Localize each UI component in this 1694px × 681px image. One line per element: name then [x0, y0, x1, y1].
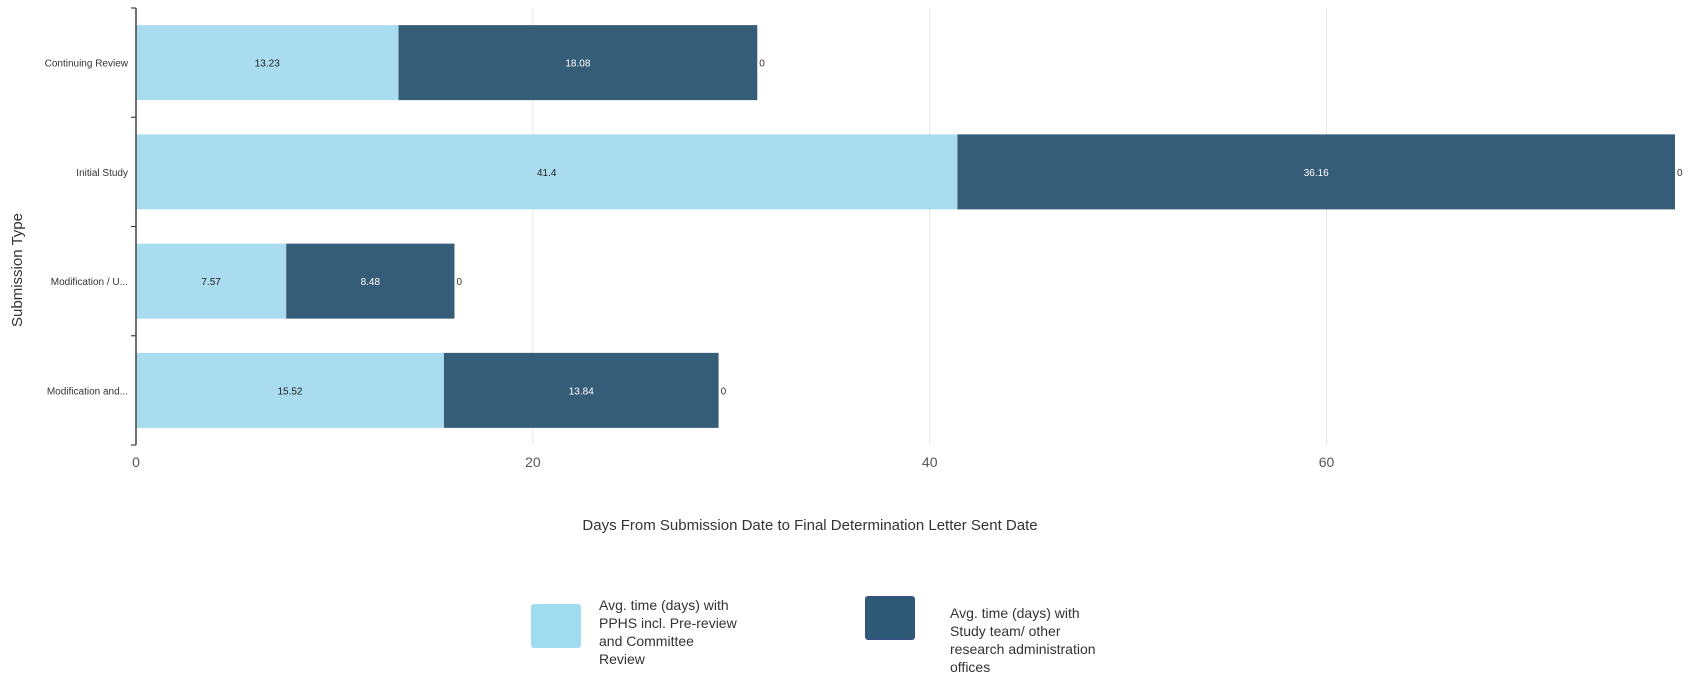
legend-label-pphs-line: Review [599, 651, 645, 667]
bar-segment[interactable] [136, 134, 958, 210]
x-tick-label: 60 [1319, 454, 1335, 470]
data-label: 7.57 [201, 277, 221, 288]
bar-segment[interactable] [136, 25, 399, 101]
data-label: 15.52 [277, 386, 302, 397]
bar-segment[interactable] [957, 134, 1675, 210]
legend-swatch-study-team [865, 596, 915, 640]
data-label: 41.4 [537, 168, 557, 179]
end-label: 0 [1677, 168, 1683, 179]
legend-swatch-pphs [531, 604, 581, 648]
y-axis-title: Submission Type [9, 213, 26, 327]
bar-segment[interactable] [443, 352, 719, 428]
data-label: 13.23 [255, 59, 280, 70]
bar-segment[interactable] [136, 243, 287, 319]
y-category-label: Modification / U... [51, 277, 128, 288]
legend-label-study-team: Avg. time (days) with Study team/ other … [950, 604, 1150, 676]
bar-segment[interactable] [398, 25, 758, 101]
legend-label-pphs: Avg. time (days) with PPHS incl. Pre-rev… [599, 596, 769, 668]
legend-label-study-team-line: research administration [950, 641, 1096, 657]
bars-group: 13.23 18.08 0 41.4 36.16 0 7.57 8.48 0 15.52 13.84… [136, 25, 1683, 428]
x-axis-title: Days From Submission Date to Final Deter… [582, 517, 1037, 534]
x-tick-label: 40 [922, 454, 938, 470]
axes-group: 0 20 40 60 Continuing Review Initial Study Mod… [45, 7, 1335, 470]
data-label: 18.08 [565, 59, 590, 70]
end-label: 0 [721, 386, 727, 397]
data-label: 36.16 [1304, 168, 1329, 179]
legend-label-pphs-line: PPHS incl. Pre-review [599, 615, 737, 631]
bar-segment[interactable] [286, 243, 455, 319]
legend: Avg. time (days) with PPHS incl. Pre-rev… [530, 594, 1150, 676]
y-category-label: Continuing Review [45, 59, 129, 70]
legend-label-study-team-line: Avg. time (days) with [950, 605, 1080, 621]
bar-segment[interactable] [136, 352, 444, 428]
x-tick-label: 20 [525, 454, 541, 470]
y-category-label: Initial Study [76, 168, 128, 179]
end-label: 0 [456, 277, 462, 288]
y-category-label: Modification and... [47, 386, 128, 397]
legend-label-pphs-line: Avg. time (days) with [599, 597, 729, 613]
legend-label-pphs-line: and Committee [599, 633, 694, 649]
data-label: 8.48 [361, 277, 381, 288]
legend-label-study-team-line: Study team/ other [950, 623, 1061, 639]
legend-label-study-team-line: offices [950, 659, 991, 675]
end-label: 0 [759, 59, 765, 70]
data-label: 13.84 [569, 386, 594, 397]
x-tick-label: 0 [132, 454, 140, 470]
